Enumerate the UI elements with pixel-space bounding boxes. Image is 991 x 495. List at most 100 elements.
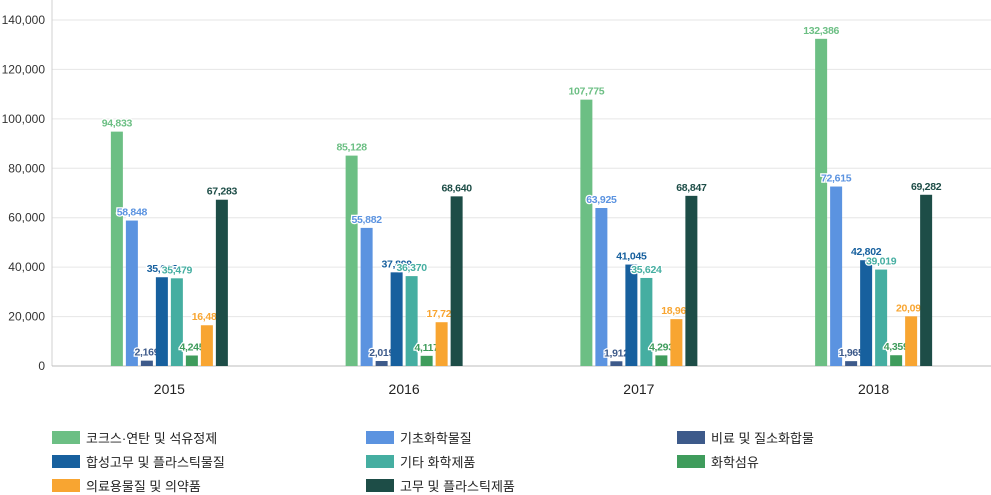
bar [595,208,608,366]
data-label: 94,833 [102,118,133,130]
legend-item: 기초화학물질 [366,428,472,446]
legend-swatch [677,430,705,444]
legend-label: 화학섬유 [711,454,759,470]
legend-item: 합성고무 및 플라스틱물질 [52,452,225,470]
bar [140,360,153,366]
bar [405,276,418,366]
legend-item: 고무 및 플라스틱제품 [366,476,515,494]
bar [655,355,668,366]
y-tick-label: 60,000 [8,211,45,225]
y-tick-label: 0 [38,359,45,373]
bar [110,131,123,366]
data-label: 55,882 [351,214,382,226]
legend-label: 비료 및 질소화합물 [711,430,814,446]
bar [345,155,358,366]
legend-item: 기타 화학제품 [366,452,475,470]
data-label: 4,359 [884,341,909,353]
y-tick-label: 100,000 [2,112,46,126]
data-label: 85,128 [336,142,367,154]
data-label: 4,245 [179,342,204,354]
y-tick-label: 80,000 [8,161,45,175]
data-label: 132,386 [803,25,839,37]
bar [890,355,903,366]
bar [155,277,168,366]
bar [610,361,623,366]
bar [815,38,828,367]
bar [580,99,593,366]
legend-swatch [52,478,80,492]
legend-item: 코크스·연탄 및 석유정제 [52,428,217,446]
bar [845,361,858,366]
bar [685,195,698,366]
data-label: 42,802 [851,246,882,258]
legend-label: 고무 및 플라스틱제품 [400,478,515,494]
data-label: 72,615 [821,173,852,185]
data-label: 18,965 [661,305,692,317]
legend-label: 코크스·연탄 및 석유정제 [86,430,218,446]
data-label: 69,282 [911,181,942,193]
bar [125,220,138,366]
legend-label: 합성고무 및 플라스틱물질 [86,454,225,470]
data-label: 35,915 [147,263,178,275]
legend-label: 기초화학물질 [400,430,472,446]
data-label: 17,720 [426,308,457,320]
y-tick-label: 40,000 [8,260,45,274]
bar [375,361,388,366]
bar [860,260,873,366]
data-label: 58,848 [117,207,148,219]
bar [920,194,933,366]
bar [830,186,843,366]
bar [450,196,463,366]
data-label: 16,489 [192,311,223,323]
data-label: 68,847 [676,182,707,194]
data-label: 68,640 [441,182,472,194]
data-label: 107,775 [568,86,604,98]
bar [875,269,888,366]
bar-chart: 0 20,000 40,000 60,000 80,000 100,000 120,000 1… [2,0,991,397]
data-label: 4,293 [649,341,674,353]
data-label: 1,912 [604,347,629,359]
bar [170,278,183,366]
data-label: 67,283 [207,186,238,198]
x-tick-label: 2017 [623,381,654,397]
data-label: 63,925 [586,194,617,206]
data-label: 37,899 [381,258,412,270]
legend-swatch [52,430,80,444]
legend-swatch [366,430,394,444]
x-tick-label: 2016 [389,381,420,397]
y-tick-label: 140,000 [2,13,46,27]
data-label: 35,479 [162,264,193,276]
bar [215,199,228,366]
bar [670,319,683,366]
data-label: 36,370 [396,262,427,274]
legend-item: 비료 및 질소화합물 [677,428,814,446]
data-label: 1,965 [839,347,864,359]
legend-swatch [677,454,705,468]
bar [625,264,638,366]
legend-item: 의료용물질 및 의약품 [52,476,201,494]
legend-swatch [52,454,80,468]
data-label: 2,169 [134,347,159,359]
bar [390,272,403,366]
legend-label: 기타 화학제품 [400,454,476,470]
bar [640,277,653,366]
x-tick-label: 2015 [154,381,185,397]
bar [200,325,213,366]
bar [360,227,373,366]
bar [420,355,433,366]
data-label: 39,019 [866,256,897,268]
data-label: 2,019 [369,347,394,359]
y-tick-label: 20,000 [8,310,45,324]
legend-swatch [366,454,394,468]
legend-label: 의료용물질 및 의약품 [86,478,201,494]
y-tick-label: 120,000 [2,62,46,76]
data-label: 35,624 [631,264,662,276]
bar [435,322,448,366]
bar [185,355,198,366]
x-tick-label: 2018 [858,381,889,397]
legend-swatch [366,478,394,492]
data-label: 4,117 [415,342,440,354]
bar [905,316,918,366]
legend-item: 화학섬유 [677,452,759,470]
